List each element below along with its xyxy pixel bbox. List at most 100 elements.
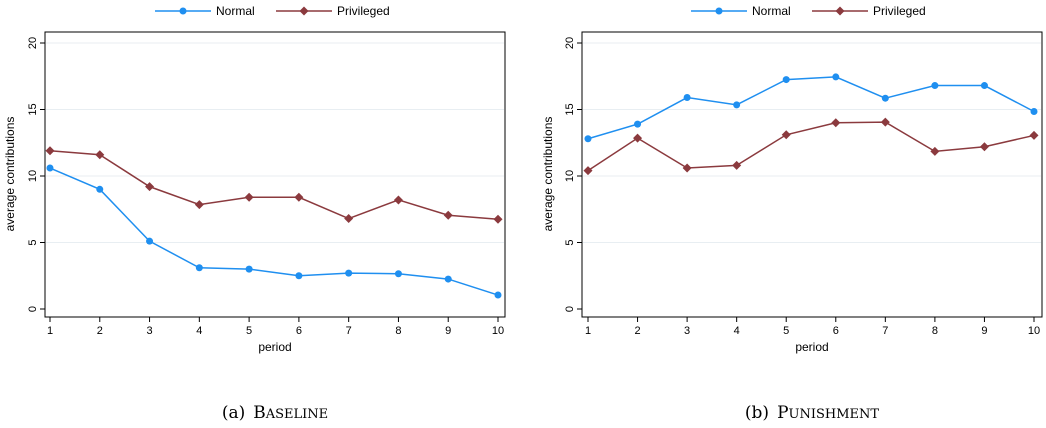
legend: Normal Privileged xyxy=(155,4,390,18)
caption-baseline: (a) BASELINE xyxy=(222,403,328,423)
x-tick-label-7: 7 xyxy=(882,325,888,337)
point-privileged-5 xyxy=(781,130,791,140)
caption-label: (a) xyxy=(222,403,245,423)
y-tick-label-0: 0 xyxy=(564,306,576,312)
y-ticks: 0 5 10 15 20 xyxy=(27,37,45,312)
series-line-normal xyxy=(49,167,499,296)
y-axis-label: average contributions xyxy=(3,117,17,232)
caption-label: (b) xyxy=(745,403,769,423)
x-tick-label-2: 2 xyxy=(97,325,103,337)
point-privileged-8 xyxy=(930,146,940,156)
point-privileged-9 xyxy=(443,210,453,220)
point-privileged-10 xyxy=(493,214,503,224)
y-tick-label-0: 0 xyxy=(27,306,39,312)
x-tick-label-8: 8 xyxy=(932,325,938,337)
x-ticks: 1 2 3 4 5 6 7 8 9 10 xyxy=(47,317,504,337)
point-normal-8 xyxy=(931,82,939,90)
series-line-privileged xyxy=(49,149,499,220)
legend-label-normal: Normal xyxy=(216,4,255,18)
y-tick-label-20: 20 xyxy=(27,37,39,49)
y-tick-label-5: 5 xyxy=(564,239,576,245)
x-tick-label-3: 3 xyxy=(684,325,690,337)
point-normal-3 xyxy=(683,94,691,102)
point-privileged-1 xyxy=(45,146,55,156)
y-tick-label-20: 20 xyxy=(564,37,576,49)
x-tick-label-1: 1 xyxy=(47,325,53,337)
point-normal-2 xyxy=(96,185,104,193)
panel-punishment: Normal Privileged 0 5 10 15 20 1 2 3 4 5 6 7 8 9 10 a… xyxy=(541,4,1043,423)
x-tick-label-8: 8 xyxy=(395,325,401,337)
x-tick-label-6: 6 xyxy=(296,325,302,337)
x-tick-label-4: 4 xyxy=(196,325,202,337)
legend-marker-normal xyxy=(179,7,187,15)
x-tick-label-2: 2 xyxy=(634,325,640,337)
point-normal-7 xyxy=(881,94,889,102)
point-normal-10 xyxy=(1030,107,1038,115)
x-tick-label-10: 10 xyxy=(1028,325,1040,337)
legend-marker-normal xyxy=(715,7,723,15)
point-privileged-2 xyxy=(633,133,643,143)
point-normal-7 xyxy=(345,269,353,277)
point-privileged-2 xyxy=(95,150,105,160)
point-normal-6 xyxy=(832,73,840,81)
point-normal-8 xyxy=(394,270,402,278)
x-ticks: 1 2 3 4 5 6 7 8 9 10 xyxy=(585,317,1040,337)
x-tick-label-9: 9 xyxy=(445,325,451,337)
caption-punishment: (b) PUNISHMENT xyxy=(745,403,879,423)
point-privileged-6 xyxy=(294,192,304,202)
x-tick-label-6: 6 xyxy=(833,325,839,337)
x-tick-label-7: 7 xyxy=(346,325,352,337)
point-normal-6 xyxy=(295,272,303,280)
legend-label-privileged: Privileged xyxy=(337,4,390,18)
series xyxy=(583,73,1039,176)
x-tick-label-5: 5 xyxy=(783,325,789,337)
y-tick-label-15: 15 xyxy=(27,103,39,115)
x-axis-label: period xyxy=(258,340,291,354)
point-normal-5 xyxy=(782,76,790,84)
series-line-normal xyxy=(587,76,1035,140)
point-privileged-1 xyxy=(583,166,593,176)
point-privileged-6 xyxy=(831,118,841,128)
x-tick-label-1: 1 xyxy=(585,325,591,337)
gridlines xyxy=(583,42,1041,243)
point-normal-5 xyxy=(245,265,253,273)
point-privileged-4 xyxy=(732,160,742,170)
point-normal-9 xyxy=(444,275,452,283)
y-tick-label-10: 10 xyxy=(27,170,39,182)
y-axis-label: average contributions xyxy=(541,117,555,232)
caption-title-rest: ASELINE xyxy=(265,407,328,422)
legend-marker-privileged xyxy=(299,6,309,16)
point-privileged-7 xyxy=(880,117,890,127)
caption-title: PUNISHMENT xyxy=(777,403,879,423)
point-normal-1 xyxy=(584,135,592,143)
point-privileged-3 xyxy=(145,182,155,192)
plot-frame xyxy=(581,31,1043,318)
legend: Normal Privileged xyxy=(691,4,926,18)
x-tick-label-3: 3 xyxy=(146,325,152,337)
y-tick-label-15: 15 xyxy=(564,103,576,115)
caption-title-rest: UNISHMENT xyxy=(789,407,880,422)
series-line-privileged xyxy=(587,121,1035,172)
point-privileged-4 xyxy=(194,200,204,210)
legend-label-privileged: Privileged xyxy=(873,4,926,18)
gridlines xyxy=(46,42,504,243)
point-normal-9 xyxy=(980,82,988,90)
point-privileged-9 xyxy=(979,142,989,152)
point-normal-3 xyxy=(146,237,154,245)
x-axis-label: period xyxy=(795,340,828,354)
plot-frame xyxy=(44,31,506,318)
point-normal-1 xyxy=(46,164,54,172)
point-privileged-5 xyxy=(244,192,254,202)
caption-title: BASELINE xyxy=(253,403,328,423)
y-tick-label-10: 10 xyxy=(564,170,576,182)
series xyxy=(45,146,503,299)
point-privileged-3 xyxy=(682,163,692,173)
point-normal-10 xyxy=(494,291,502,299)
y-ticks: 0 5 10 15 20 xyxy=(564,37,582,312)
point-normal-2 xyxy=(634,120,642,128)
point-normal-4 xyxy=(733,101,741,109)
legend-marker-privileged xyxy=(835,6,845,16)
point-privileged-7 xyxy=(344,214,354,224)
